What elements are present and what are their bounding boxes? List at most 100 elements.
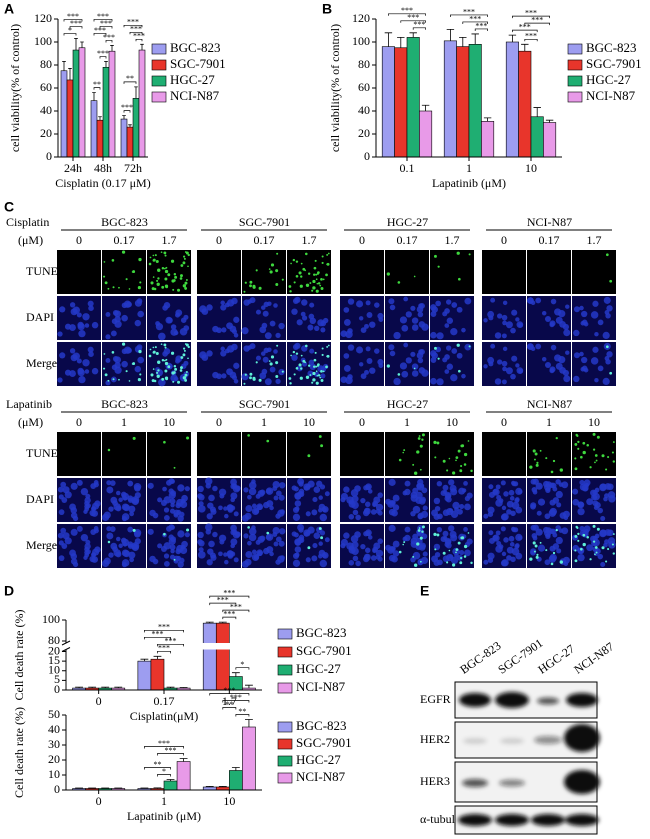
- nucleus: [365, 529, 372, 537]
- tunel-spot: [433, 440, 437, 445]
- nucleus: [106, 532, 114, 540]
- tunel-spot: [179, 369, 183, 372]
- tunel-spot: [151, 379, 155, 383]
- micrograph-background: [572, 250, 616, 294]
- error-bar: [245, 719, 253, 727]
- tunel-spot: [139, 373, 142, 376]
- tunel-spot: [107, 540, 111, 544]
- significance-label: **: [126, 74, 134, 83]
- tunel-spot: [315, 381, 319, 385]
- tunel-spot: [448, 457, 451, 460]
- nucleus: [446, 363, 454, 370]
- tunel-spot: [463, 463, 467, 466]
- nucleus: [224, 348, 230, 354]
- nucleus: [320, 327, 326, 333]
- tunel-spot: [434, 346, 437, 350]
- nucleus: [352, 509, 359, 516]
- nucleus: [69, 324, 76, 331]
- nucleus: [320, 373, 326, 379]
- panel-letter: A: [4, 1, 14, 17]
- nucleus: [60, 527, 67, 534]
- nucleus: [418, 544, 426, 551]
- nucleus: [269, 551, 274, 557]
- tunel-spot: [607, 455, 610, 459]
- tunel-spot: [559, 560, 563, 564]
- nucleus: [417, 479, 424, 486]
- nucleus: [324, 537, 330, 543]
- band: [462, 779, 488, 787]
- tunel-spot: [325, 365, 328, 369]
- tunel-spot: [300, 262, 303, 265]
- tunel-spot: [139, 281, 142, 284]
- tunel-spot: [398, 458, 402, 462]
- tunel-spot: [446, 561, 449, 564]
- tunel-spot: [163, 251, 167, 255]
- nucleus: [163, 560, 170, 567]
- panel-letter: C: [4, 199, 14, 215]
- nucleus: [157, 543, 163, 549]
- tunel-spot: [276, 252, 279, 255]
- nucleus: [354, 531, 361, 538]
- nucleus: [579, 305, 584, 311]
- nucleus: [319, 559, 328, 568]
- nucleus: [294, 546, 302, 553]
- significance-label: ***: [230, 602, 242, 611]
- nucleus: [106, 480, 112, 486]
- tunel-spot: [320, 369, 323, 373]
- tunel-spot: [319, 376, 322, 379]
- nucleus: [555, 490, 563, 499]
- legend-swatch: [151, 91, 167, 103]
- bar: [406, 37, 420, 158]
- nucleus: [275, 332, 281, 338]
- significance-bracket: [144, 636, 171, 640]
- tunel-spot: [293, 373, 296, 376]
- nucleus: [597, 553, 604, 560]
- micrograph: [147, 296, 191, 341]
- tunel-spot: [577, 440, 580, 444]
- nucleus: [231, 529, 238, 535]
- nucleus: [255, 309, 261, 315]
- nucleus: [370, 555, 377, 561]
- tunel-spot: [128, 380, 131, 382]
- nucleus: [291, 308, 298, 315]
- nucleus: [85, 493, 91, 499]
- nucleus: [365, 346, 371, 352]
- significance-bracket: [123, 110, 131, 113]
- significance-bracket: [222, 707, 237, 710]
- nucleus: [581, 365, 588, 372]
- tunel-spot: [249, 280, 253, 284]
- tunel-spot: [249, 284, 252, 288]
- nucleus: [91, 321, 99, 329]
- nucleus: [555, 479, 561, 485]
- tunel-spot: [457, 541, 461, 545]
- nucleus: [292, 298, 299, 304]
- nucleus: [591, 494, 598, 501]
- nucleus: [510, 373, 516, 380]
- nucleus: [497, 359, 503, 365]
- blot-bands: [458, 692, 600, 826]
- nucleus: [241, 514, 249, 522]
- nucleus: [514, 497, 520, 502]
- micrograph: [287, 296, 331, 340]
- nucleus: [377, 538, 384, 544]
- significance-bracket: [450, 14, 488, 17]
- micrograph: [526, 296, 571, 340]
- tunel-spot: [535, 463, 539, 467]
- nucleus: [561, 527, 569, 535]
- nucleus: [597, 319, 604, 326]
- nucleus: [495, 545, 503, 553]
- nucleus: [175, 309, 183, 317]
- nucleus: [343, 365, 351, 372]
- nucleus: [256, 549, 264, 557]
- significance-bracket: [524, 38, 538, 42]
- nucleus: [248, 533, 257, 542]
- micrograph: [287, 342, 331, 386]
- micrograph: [242, 250, 286, 294]
- nucleus: [128, 497, 134, 503]
- micrograph: [430, 478, 474, 522]
- nucleus: [91, 510, 99, 517]
- legend-label: SGC-7901: [586, 56, 642, 71]
- nucleus: [220, 350, 227, 357]
- nucleus: [267, 301, 272, 307]
